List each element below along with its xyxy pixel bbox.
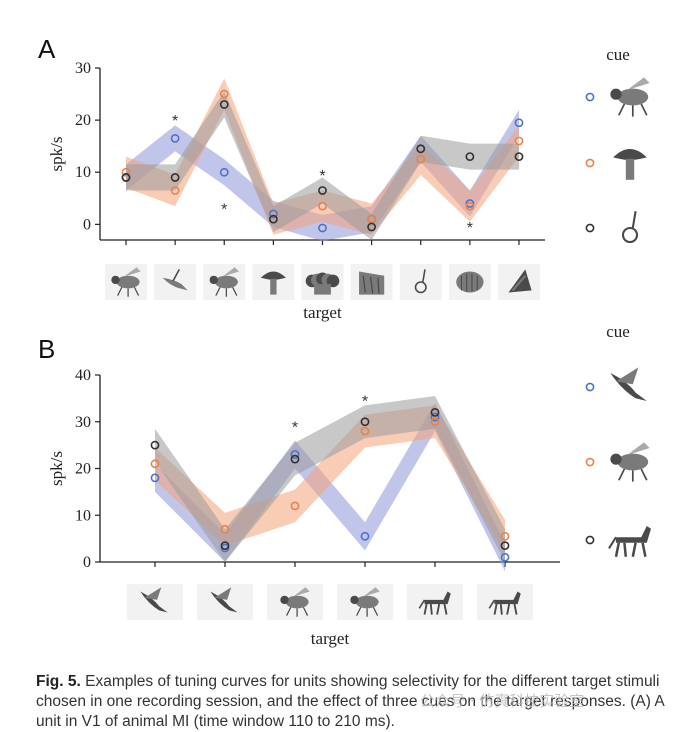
black-cue-point [500, 541, 510, 551]
significance-marker: * [319, 168, 325, 185]
blue-cue-point [430, 412, 440, 422]
x-axis-label: target [303, 303, 342, 322]
hand-icon [456, 271, 484, 293]
blue-cue-point [268, 209, 278, 219]
bark-icon [359, 271, 385, 295]
orange-cue-point [465, 201, 475, 211]
panel-letter: B [38, 334, 55, 364]
y-axis-label: spk/s [47, 137, 66, 172]
mushroom-icon [613, 149, 647, 180]
black-cue-point [290, 454, 300, 464]
horse-icon [418, 591, 451, 615]
black-cue-point [360, 417, 370, 427]
orange-cue-point [500, 531, 510, 541]
orange-cue-point [170, 186, 180, 195]
caption-text: Examples of tuning curves for units show… [36, 673, 664, 730]
black-cue-point [465, 152, 475, 162]
black-cue-point [150, 440, 160, 450]
black-cue-point [514, 152, 524, 162]
blue-cue-point [318, 223, 327, 233]
y-tick-label: 0 [83, 216, 91, 233]
significance-marker: * [292, 419, 298, 436]
fly-icon [209, 267, 239, 297]
black-cue-marker [585, 223, 595, 233]
eagle-icon [140, 587, 168, 613]
fly-icon [610, 442, 650, 482]
eagle-icon [210, 587, 238, 613]
orange-cue-point [416, 154, 426, 164]
blue-cue-point [465, 199, 475, 208]
black-cue-point [268, 214, 278, 224]
black-cue-point [367, 222, 377, 232]
orange-cue-point [220, 524, 230, 534]
significance-marker: * [221, 202, 227, 219]
small-object-icon [414, 269, 427, 294]
caption-label: Fig. 5. [36, 673, 81, 690]
panel-letter: A [38, 34, 56, 64]
horse-icon [608, 526, 651, 558]
orange-cue-marker [585, 457, 595, 467]
mushroom-icon [260, 271, 286, 295]
y-axis-label: spk/s [47, 451, 66, 486]
black-cue-point [318, 186, 327, 195]
small-object-icon [621, 211, 639, 244]
blue-cue-point [290, 450, 300, 459]
blue-cue-point [500, 552, 510, 562]
black-cue-band [155, 396, 505, 562]
significance-marker: * [362, 394, 368, 411]
significance-marker: * [467, 220, 473, 237]
blue-cue-point [514, 118, 524, 128]
fly-icon [111, 267, 141, 297]
orange-cue-point [219, 89, 229, 99]
orange-cue-point [514, 136, 524, 146]
y-tick-label: 10 [75, 507, 91, 524]
watermark: 公众号 · 仿真科技实验室 [420, 692, 585, 710]
blue-cue-marker [585, 92, 595, 102]
blue-cue-marker [585, 382, 595, 392]
panel-a: A 0 10 20 30 spk/s target * * * * cue [38, 34, 650, 322]
x-axis-label: target [311, 629, 350, 648]
panel-b: B 0 10 20 30 40 spk/s target * * cue [38, 322, 651, 648]
blue-cue-point [150, 473, 160, 483]
orange-cue-point [360, 426, 370, 436]
cauliflower-icon [305, 272, 340, 295]
y-tick-label: 30 [75, 414, 91, 431]
cue-header: cue [606, 45, 630, 64]
cue-header: cue [606, 322, 630, 341]
y-tick-label: 20 [75, 112, 91, 129]
orange-cue-point [150, 459, 160, 469]
orange-cue-point [318, 201, 327, 211]
y-tick-label: 30 [75, 60, 91, 77]
eagle-icon [610, 367, 647, 401]
bird-icon [162, 269, 188, 291]
black-cue-point [121, 173, 131, 182]
figure-caption: Fig. 5. Examples of tuning curves for un… [36, 672, 676, 732]
shell-icon [508, 269, 532, 293]
black-cue-point [416, 144, 426, 154]
black-cue-point [170, 173, 180, 182]
orange-cue-marker [585, 158, 595, 168]
blue-cue-point [360, 531, 370, 541]
black-cue-point [430, 407, 440, 417]
orange-cue-point [290, 501, 300, 511]
black-cue-point [220, 541, 230, 551]
orange-cue-point [121, 167, 131, 177]
fly-icon [280, 587, 310, 617]
blue-cue-point [170, 133, 180, 143]
fly-icon [350, 587, 380, 617]
y-tick-label: 20 [75, 461, 91, 478]
horse-icon [488, 591, 521, 615]
significance-marker: * [172, 113, 178, 130]
y-tick-label: 10 [75, 164, 91, 181]
fly-icon [610, 77, 650, 117]
orange-cue-point [430, 417, 440, 427]
blue-cue-point [219, 167, 229, 177]
y-tick-label: 40 [75, 367, 91, 384]
black-cue-marker [585, 535, 595, 545]
y-tick-label: 0 [83, 554, 91, 571]
black-cue-point [219, 100, 229, 109]
